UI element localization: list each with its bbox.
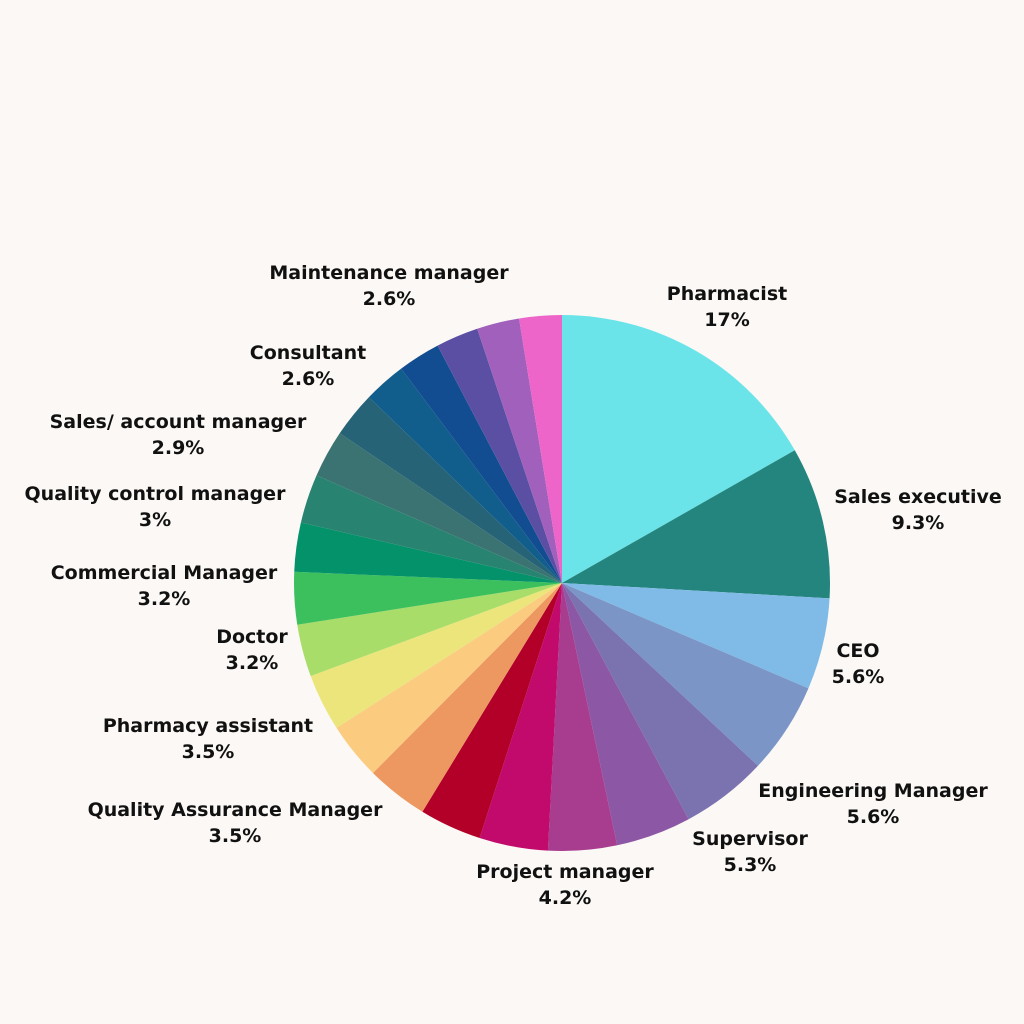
slice-value-supervisor: 5.3% <box>724 854 777 876</box>
slice-value-maintenance-manager: 2.6% <box>363 288 416 310</box>
slice-value-commercial-manager: 3.2% <box>138 588 191 610</box>
slice-value-sales-executive: 9.3% <box>892 512 945 534</box>
pie-slice-20 <box>437 328 562 583</box>
slice-value-pharmacy-assistant: 3.5% <box>182 741 235 763</box>
slice-label-sales-account-manager: Sales/ account manager <box>50 411 307 433</box>
pie-slice-6 <box>547 583 618 852</box>
pie-slice-21 <box>477 318 562 583</box>
pie-slice-engineering-manager <box>562 583 809 766</box>
slice-label-maintenance-manager: Maintenance manager <box>269 262 509 284</box>
slice-value-sales-account-manager: 2.9% <box>152 437 205 459</box>
slice-label-quality-control-manager: Quality control manager <box>25 483 287 505</box>
slice-value-project-manager: 4.2% <box>539 887 592 909</box>
slice-label-quality-assurance-manager: Quality Assurance Manager <box>88 799 384 821</box>
pie-slice-doctor <box>297 583 562 676</box>
pie-slice-19 <box>401 345 562 583</box>
slice-label-pharmacy-assistant: Pharmacy assistant <box>103 715 313 737</box>
pie-slice-pharmacy-assistant <box>310 583 562 728</box>
pie-slice-5 <box>562 583 689 846</box>
slice-value-quality-control-manager: 3% <box>139 509 171 531</box>
pie-slice-pharmacist <box>562 315 795 583</box>
pie-slice-sales-executive <box>562 450 830 599</box>
pie-slice-ceo <box>562 583 830 689</box>
slice-label-doctor: Doctor <box>216 626 288 648</box>
slice-label-project-manager: Project manager <box>476 861 654 883</box>
slice-value-doctor: 3.2% <box>226 652 279 674</box>
slice-value-pharmacist: 17% <box>704 309 749 331</box>
slice-label-sales-executive: Sales executive <box>834 486 1002 508</box>
pie-slice-commercial-manager <box>293 571 562 625</box>
slice-value-consultant: 2.6% <box>282 368 335 390</box>
pie-slice-quality-assurance-manager <box>336 583 562 773</box>
pie-slice-14 <box>294 522 562 583</box>
pie-slice-project-manager <box>479 583 562 851</box>
slice-value-quality-assurance-manager: 3.5% <box>209 825 262 847</box>
slice-label-engineering-manager: Engineering Manager <box>758 780 988 802</box>
pie-slice-quality-control-manager <box>300 475 562 583</box>
pie-slice-sales-account-manager <box>316 433 562 583</box>
slice-value-ceo: 5.6% <box>832 666 885 688</box>
slice-label-supervisor: Supervisor <box>692 828 808 850</box>
slice-label-commercial-manager: Commercial Manager <box>51 562 278 584</box>
slice-label-ceo: CEO <box>836 640 879 662</box>
pie-slice-17 <box>339 397 562 583</box>
pie-slice-consultant <box>368 368 562 583</box>
slice-label-pharmacist: Pharmacist <box>667 283 787 305</box>
pie-slice-9 <box>372 583 562 812</box>
pie-slice-8 <box>422 583 562 839</box>
slice-value-engineering-manager: 5.6% <box>847 806 900 828</box>
pie-slice-maintenance-manager <box>519 315 562 583</box>
pie-slice-supervisor <box>562 583 758 820</box>
slice-label-consultant: Consultant <box>250 342 366 364</box>
